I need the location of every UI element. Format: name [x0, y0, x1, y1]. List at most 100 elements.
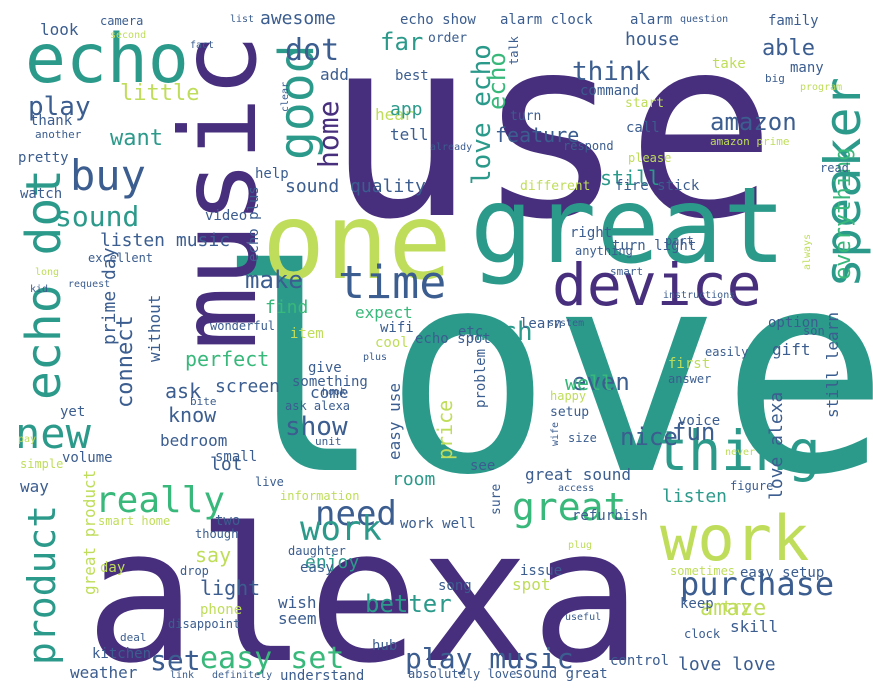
word-come: come [310, 383, 349, 402]
word-plus: plus [363, 352, 387, 363]
word-nice: nice [620, 423, 678, 451]
word-option: option [768, 315, 819, 331]
word-hear: hear [375, 105, 414, 124]
word-keep: keep [680, 596, 714, 612]
word-yet: yet [60, 404, 85, 420]
word-control: control [610, 653, 669, 669]
word-useful: useful [565, 612, 601, 623]
word-setup: setup [550, 405, 589, 420]
word-love-love: love love [678, 654, 776, 675]
word-hub: hub [372, 638, 397, 654]
word-wife: wife [550, 422, 561, 446]
word-system: system [548, 318, 584, 329]
word-camera: camera [100, 14, 143, 28]
word-etc: etc [458, 324, 483, 340]
word-two: two [215, 513, 240, 529]
word-turn: turn [510, 109, 541, 124]
word-request: request [68, 279, 110, 290]
word-easy-use: easy use [385, 383, 404, 460]
word-dot: dot [285, 33, 339, 68]
word-amazon: amazon [710, 108, 797, 136]
word-great: great [470, 165, 786, 287]
word-issue: issue [520, 563, 562, 579]
word-something: something [292, 374, 368, 390]
word-pretty: pretty [18, 150, 69, 166]
word-size: size [568, 431, 597, 445]
word-far: far [380, 28, 423, 56]
word-refurbish: refurbish [572, 508, 648, 524]
word-sound: sound [55, 200, 139, 233]
word-daughter: daughter [288, 544, 346, 558]
word-work: work [660, 502, 809, 575]
word-help: help [255, 166, 289, 182]
word-access: access [558, 483, 594, 494]
word-play: play [28, 92, 91, 122]
word-home: home [312, 101, 345, 168]
word-echo-plus: echo plus [246, 186, 262, 262]
word-video: video [205, 208, 247, 224]
word-son: son [803, 324, 825, 338]
word-great-product: great product [80, 470, 99, 595]
word-perfect: perfect [185, 347, 269, 371]
word-new: new [15, 409, 92, 458]
word-seem: seem [278, 609, 317, 628]
word-kid: kid [30, 284, 48, 295]
word-echo: echo [25, 20, 189, 99]
word-sure: sure [489, 484, 504, 515]
word-take: take [712, 56, 746, 72]
word-set: set [150, 644, 201, 677]
word-ask: ask [165, 379, 201, 403]
word-drop: drop [180, 564, 209, 578]
word-enjoy: enjoy [305, 552, 359, 573]
word-item: item [290, 326, 324, 342]
word-amazon-prime: amazon prime [710, 135, 789, 148]
word-never: never [725, 447, 755, 458]
word-better: better [365, 590, 452, 618]
word-answer: answer [668, 372, 711, 386]
word-love-echo: love echo [467, 44, 497, 185]
word-definitely: definitely [212, 670, 272, 681]
word-awesome: awesome [260, 8, 336, 29]
word-family: family [768, 13, 819, 29]
word-without: without [145, 295, 164, 362]
word-day: day [100, 560, 125, 576]
word-spot: spot [512, 575, 551, 594]
word-best: best [395, 68, 429, 84]
word-price: price [433, 400, 457, 460]
word-list: list [230, 14, 254, 25]
word-information: information [280, 489, 359, 503]
word-buy: buy [70, 151, 146, 200]
word-command: command [580, 83, 639, 99]
word-figure: figure [730, 479, 773, 493]
word-pay: pay [18, 434, 36, 445]
word-cool: cool [375, 335, 409, 351]
word-start: start [625, 96, 664, 111]
word-call: call [626, 120, 660, 136]
word-echo-show: echo show [400, 12, 476, 28]
word-good: good [269, 44, 325, 160]
word-light: light [200, 576, 260, 600]
word-bite: bite [190, 395, 217, 408]
word-alexa: alexa [85, 488, 642, 696]
word-disappoint: disappoint [168, 617, 240, 631]
word-wonderful: wonderful [210, 319, 275, 333]
word-program: program [800, 82, 842, 93]
word-work: work [300, 509, 382, 549]
word-music: music [158, 34, 280, 350]
word-great: great [512, 485, 626, 529]
word-part: part [665, 234, 694, 248]
word-skill: skill [730, 617, 778, 636]
word-expect: expect [355, 303, 413, 322]
word-ask-alexa: ask alexa [285, 399, 350, 413]
word-phone: phone [200, 602, 242, 618]
word-room: room [392, 469, 435, 490]
word-show: show [285, 412, 348, 442]
word-smart-home: smart home [98, 514, 170, 528]
word-big: big [765, 72, 785, 85]
word-fact: fact [190, 40, 214, 51]
word-make: make [245, 266, 303, 294]
word-watch: watch [20, 186, 62, 202]
word-amaze: amaze [700, 596, 766, 621]
word-kitchen: kitchen [92, 646, 151, 662]
